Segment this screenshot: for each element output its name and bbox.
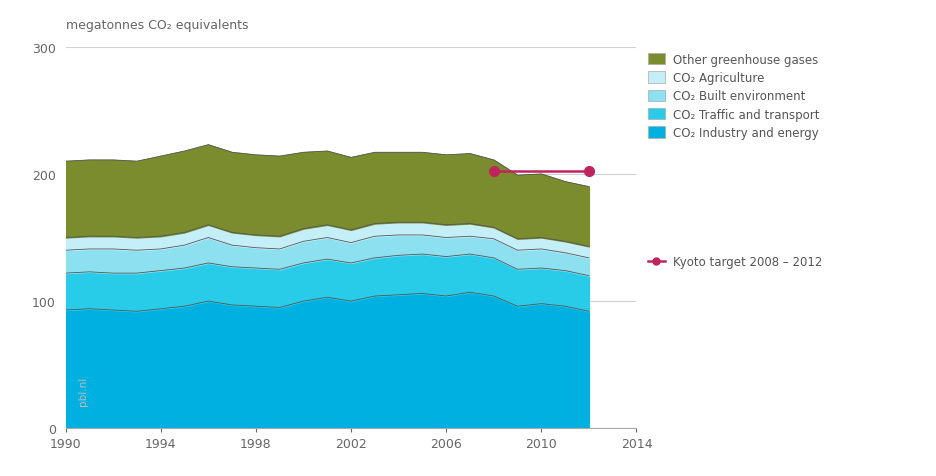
Text: megatonnes CO₂ equivalents: megatonnes CO₂ equivalents	[66, 20, 248, 32]
Legend: Kyoto target 2008 – 2012: Kyoto target 2008 – 2012	[648, 255, 822, 268]
Text: pbl.nl: pbl.nl	[78, 377, 88, 406]
